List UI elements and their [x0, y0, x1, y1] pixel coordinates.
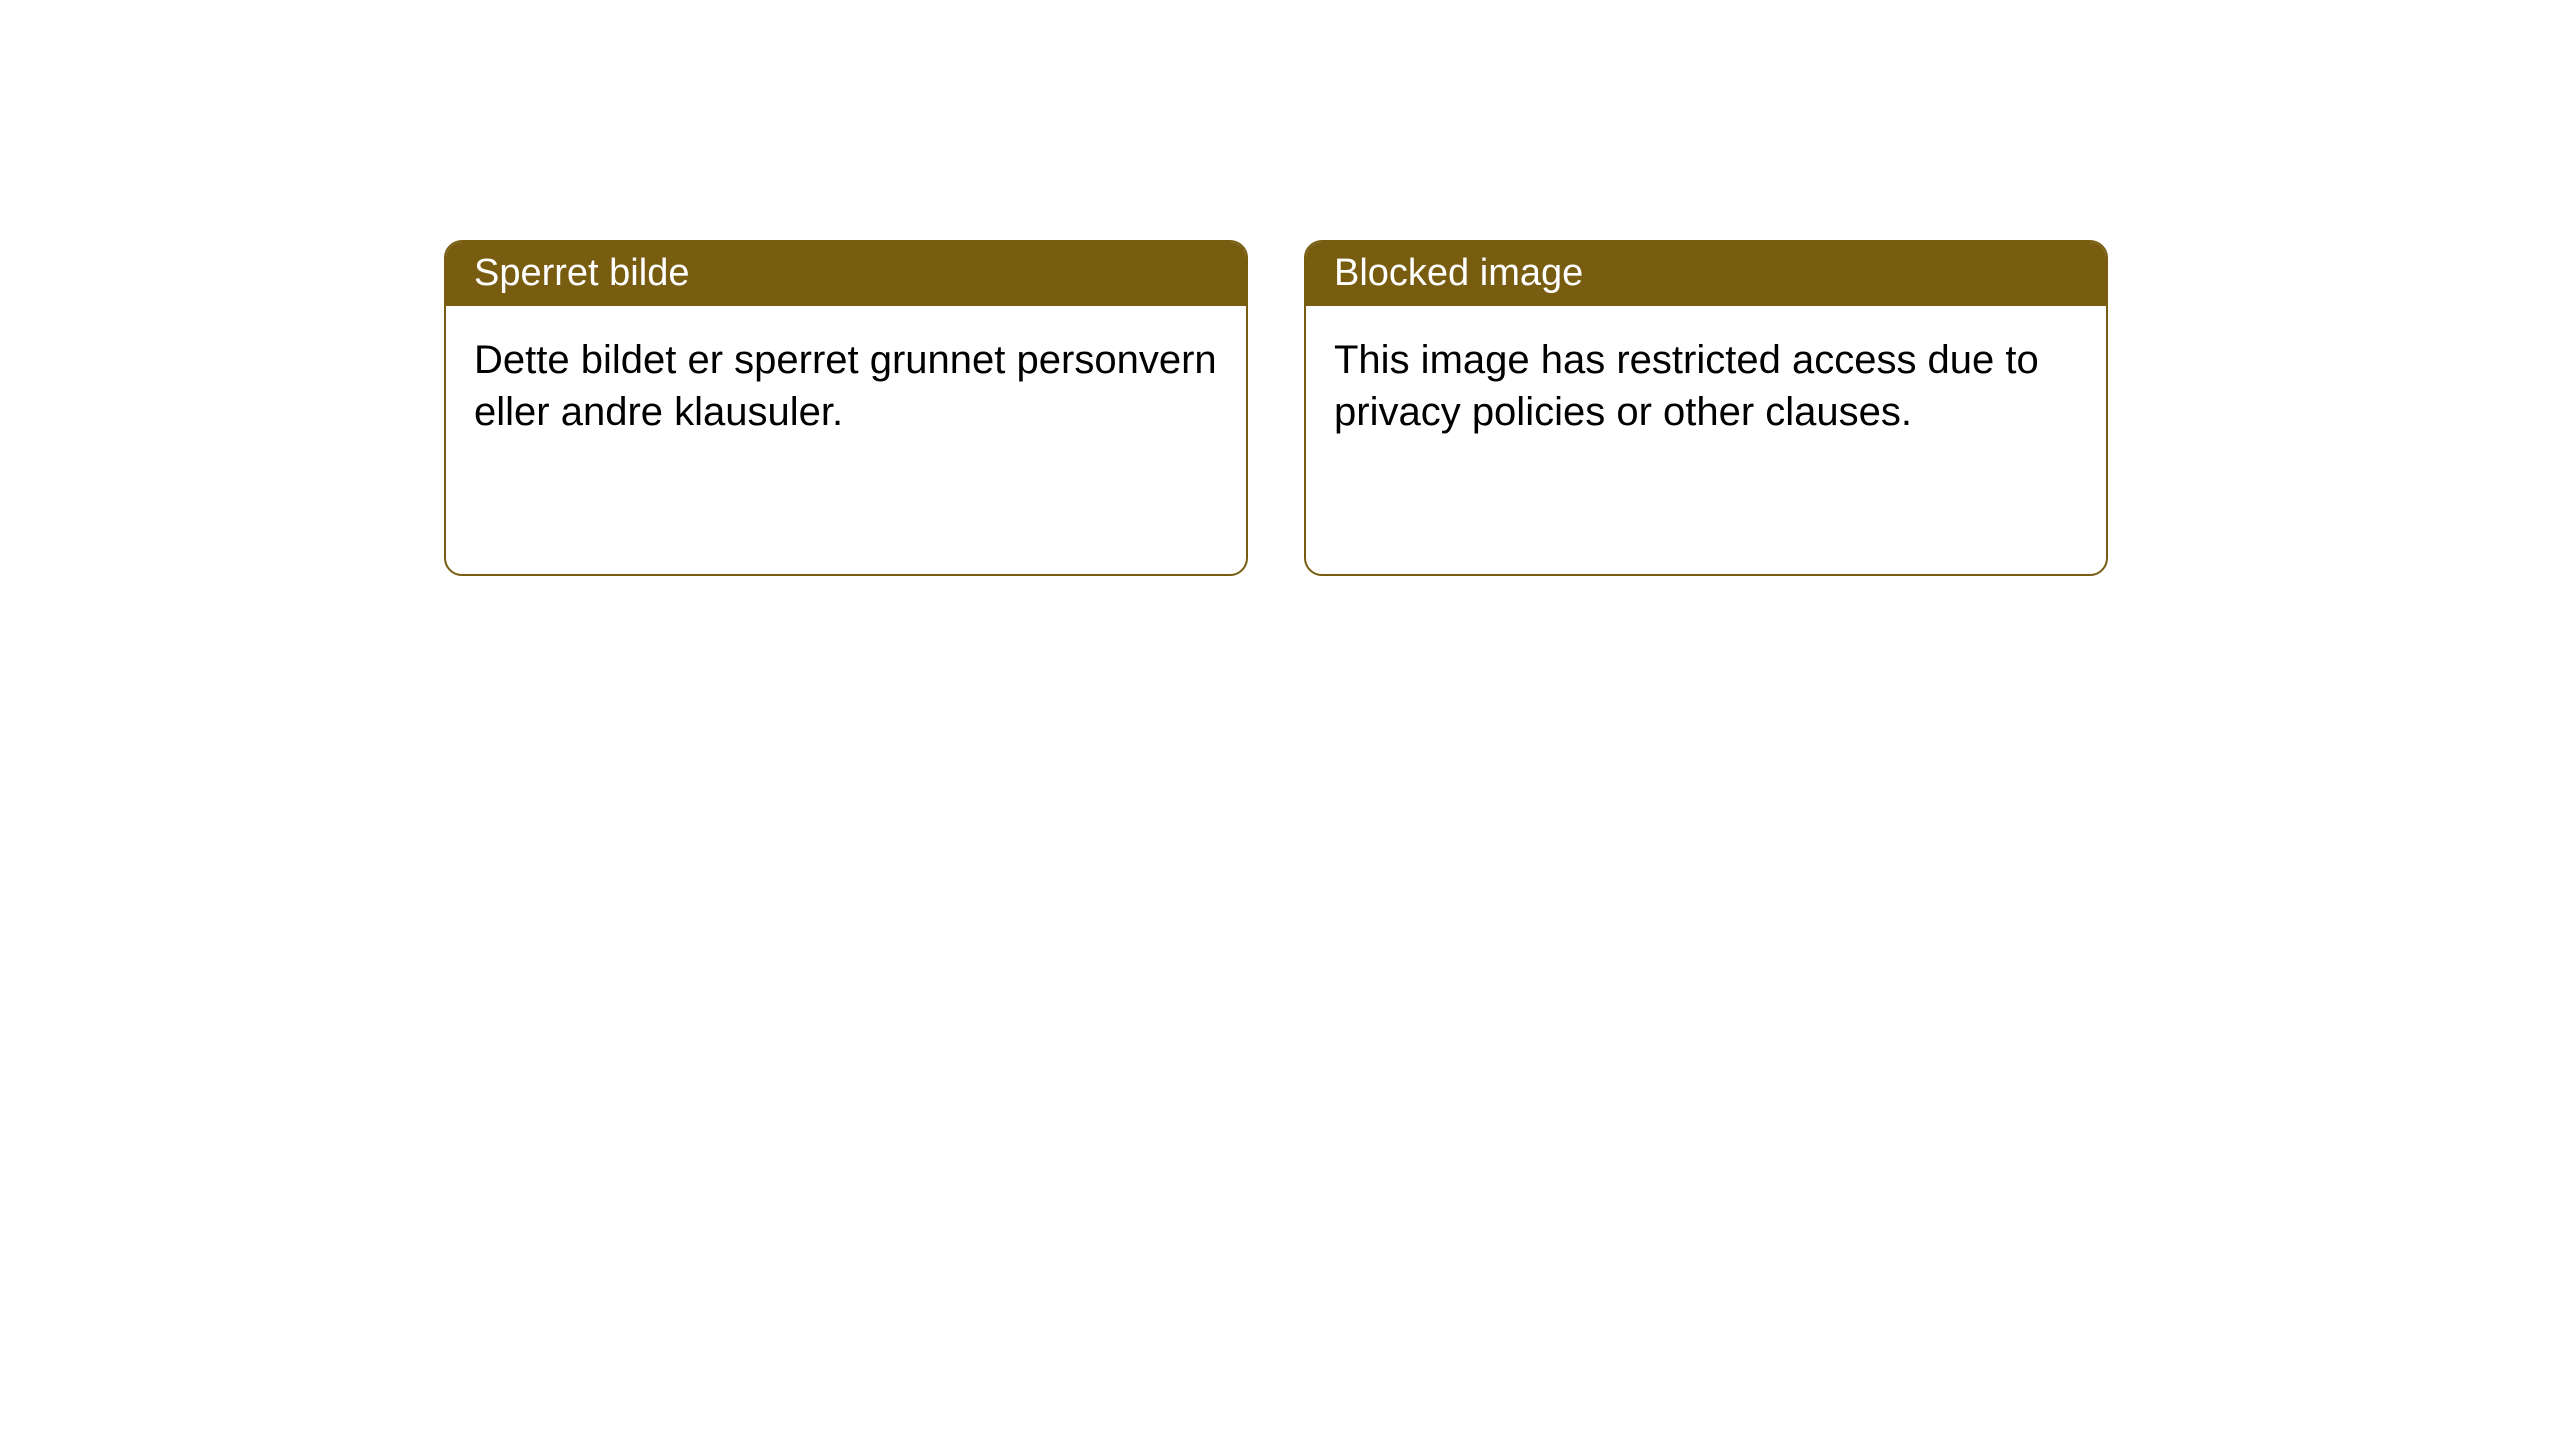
notice-header: Sperret bilde — [446, 242, 1246, 306]
notice-container: Sperret bilde Dette bildet er sperret gr… — [0, 0, 2560, 576]
notice-body: This image has restricted access due to … — [1306, 306, 2106, 466]
notice-card-norwegian: Sperret bilde Dette bildet er sperret gr… — [444, 240, 1248, 576]
notice-body: Dette bildet er sperret grunnet personve… — [446, 306, 1246, 466]
notice-card-english: Blocked image This image has restricted … — [1304, 240, 2108, 576]
notice-header: Blocked image — [1306, 242, 2106, 306]
